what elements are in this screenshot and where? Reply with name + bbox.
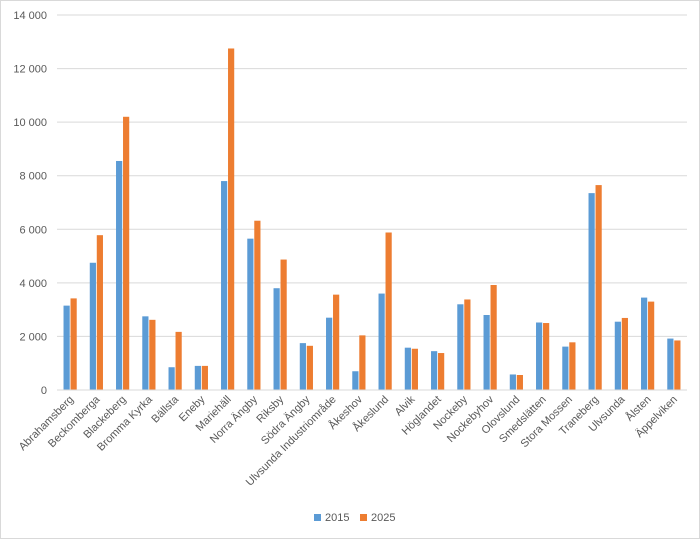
bars	[63, 48, 681, 391]
bar-2025-20	[595, 185, 602, 390]
y-tick-label: 0	[41, 385, 47, 397]
bar-2025-12	[385, 232, 392, 390]
y-tick-label: 6 000	[19, 224, 47, 236]
bar-2025-16	[490, 285, 497, 390]
y-tick-label: 4 000	[19, 278, 47, 290]
bar-2015-9	[299, 343, 306, 390]
bar-2025-8	[280, 259, 287, 390]
y-tick-label: 12 000	[13, 64, 47, 76]
bar-2025-23	[674, 340, 681, 390]
bar-2025-5	[201, 365, 208, 390]
bar-2025-2	[123, 116, 130, 391]
bar-2025-1	[96, 235, 103, 390]
bar-2015-22	[641, 297, 648, 390]
bar-2015-4	[168, 367, 175, 390]
bar-2025-14	[438, 353, 445, 390]
y-tick-label: 2 000	[19, 331, 47, 343]
bar-2025-15	[464, 299, 471, 390]
bar-2025-10	[333, 294, 340, 390]
legend-swatch-2015	[314, 514, 321, 521]
bar-2015-20	[588, 193, 595, 390]
y-tick-label: 8 000	[19, 171, 47, 183]
bar-2015-1	[89, 262, 96, 390]
bar-2015-14	[431, 351, 438, 390]
y-tick-label: 14 000	[13, 10, 47, 22]
bar-2015-0	[63, 305, 70, 390]
bar-2015-10	[326, 317, 333, 390]
bar-2025-21	[621, 317, 628, 390]
bar-2015-19	[562, 346, 569, 390]
bar-2015-5	[194, 365, 201, 390]
bar-2025-19	[569, 342, 576, 390]
bar-2015-11	[352, 371, 359, 390]
bar-2015-16	[483, 315, 490, 390]
legend-swatch-2025	[360, 514, 367, 521]
bar-2025-9	[306, 345, 313, 390]
bar-2025-4	[175, 331, 182, 390]
bar-2025-11	[359, 335, 366, 390]
bar-2025-7	[254, 220, 261, 390]
bar-2015-18	[536, 322, 543, 390]
bar-2025-6	[228, 48, 235, 390]
bar-2025-3	[149, 319, 156, 390]
bar-2015-15	[457, 304, 464, 390]
bar-2015-13	[404, 347, 411, 390]
bar-2015-21	[614, 321, 621, 390]
bar-2015-3	[142, 316, 149, 390]
bar-2015-6	[221, 181, 228, 390]
gridlines	[57, 14, 687, 337]
bar-2015-7	[247, 238, 254, 390]
bar-2025-0	[70, 298, 77, 390]
bar-2025-22	[648, 301, 655, 390]
bar-2015-17	[509, 374, 516, 390]
bar-2025-13	[411, 348, 418, 390]
legend-label: 2025	[371, 512, 395, 524]
bar-2025-17	[516, 375, 523, 390]
legend: 2015 2025	[314, 512, 395, 524]
y-axis-tick-labels: 0 2 000 4 000 6 000 8 000 10 000 12 000 14 000	[13, 10, 47, 397]
legend-label: 2015	[325, 512, 349, 524]
x-tick-label: Bällsta	[149, 393, 181, 425]
bar-2015-12	[378, 293, 385, 390]
bar-2025-18	[543, 323, 550, 390]
y-tick-label: 10 000	[13, 117, 47, 129]
bar-2015-23	[667, 338, 674, 390]
bar-2015-2	[116, 160, 123, 390]
x-axis-tick-labels: AbrahamsbergBeckombergaBlackebergBromma …	[17, 393, 680, 489]
bar-2015-8	[273, 288, 280, 390]
